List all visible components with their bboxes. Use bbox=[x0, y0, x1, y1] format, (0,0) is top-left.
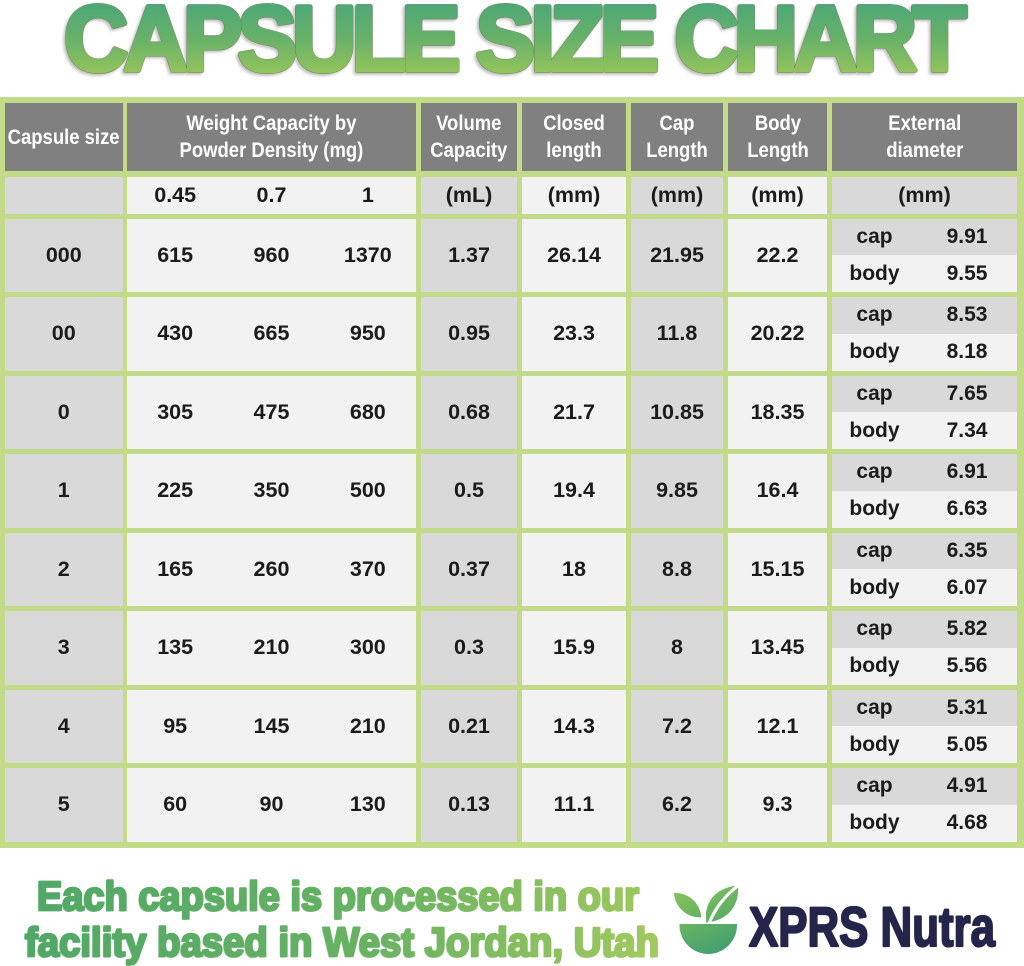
svg-text:CAPSULE SIZE CHART: CAPSULE SIZE CHART bbox=[64, 0, 966, 90]
svg-text:Each capsule is processed in o: Each capsule is processed in our bbox=[37, 873, 639, 919]
svg-text:Each capsule is processed in o: Each capsule is processed in our bbox=[36, 875, 638, 921]
svg-text:facility based in West Jordan,: facility based in West Jordan, Utah bbox=[25, 919, 659, 965]
svg-text:XPRS Nutra: XPRS Nutra bbox=[749, 895, 996, 958]
svg-text:facility based in West Jordan,: facility based in West Jordan, Utah bbox=[24, 921, 658, 966]
svg-text:CAPSULE SIZE CHART: CAPSULE SIZE CHART bbox=[64, 0, 966, 90]
